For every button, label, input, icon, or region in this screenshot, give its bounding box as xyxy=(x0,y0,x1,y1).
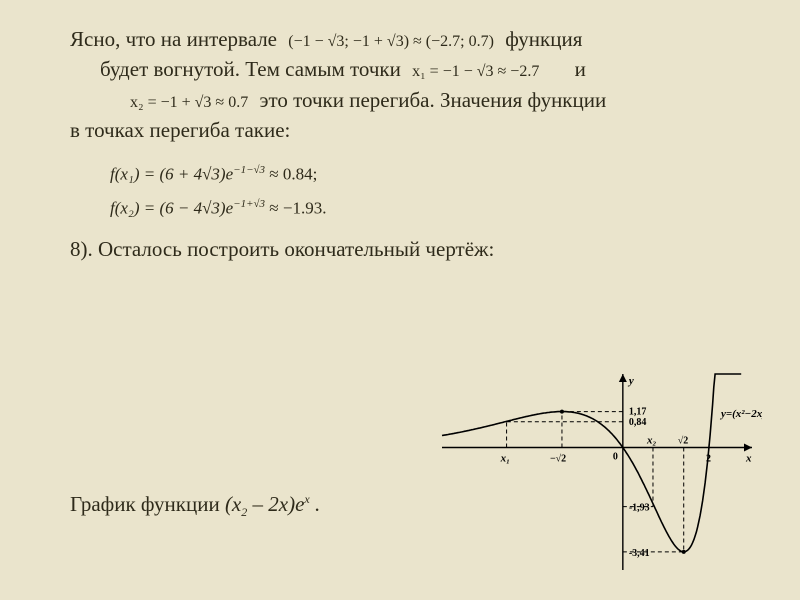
formulas: f(x₁) = (6 + 4√3)e−1−√3 ≈ 0.84; f(x₂) = … xyxy=(110,164,760,219)
text-t2: функция xyxy=(505,27,582,51)
formula-f2: f(x₂) = (6 − 4√3)e−1+√3 ≈ −1.93. xyxy=(110,198,760,219)
svg-text:-3,41: -3,41 xyxy=(629,548,650,559)
f2-exp: −1+√3 xyxy=(233,198,265,210)
math-interval: (−1 − √3; −1 + √3) ≈ (−2.7; 0.7) xyxy=(282,33,500,50)
svg-text:0,84: 0,84 xyxy=(629,417,647,428)
text-t1: Ясно, что на интервале xyxy=(70,27,277,51)
svg-text:−√2: −√2 xyxy=(550,454,566,465)
text-t6: в точках перегиба такие: xyxy=(70,118,290,142)
caption-post: . xyxy=(310,492,321,516)
caption-mid: – 2x)e xyxy=(247,492,304,516)
formula-f1: f(x₁) = (6 + 4√3)e−1−√3 ≈ 0.84; xyxy=(110,164,760,185)
svg-text:y: y xyxy=(627,375,634,387)
svg-text:x₂: x₂ xyxy=(646,435,657,447)
svg-text:x: x xyxy=(745,453,752,465)
text-t4: и xyxy=(551,57,586,81)
f1-exp: −1−√3 xyxy=(233,164,265,176)
chart-svg: yx02−√2√2x₁x₂1,170,84-1,93-3,41y=(x²−2x)… xyxy=(432,362,762,582)
text-t5: это точки перегиба. Значения функции xyxy=(259,88,606,112)
f1-lhs: f(x₁) = (6 + 4√3)e xyxy=(110,164,233,183)
graph-caption: График функции (x2 – 2x)ex . xyxy=(70,492,320,520)
math-x1: x₁ = −1 − √3 ≈ −2.7 xyxy=(406,63,545,80)
f1-rhs: ≈ 0.84; xyxy=(265,164,317,183)
f2-rhs: ≈ −1.93. xyxy=(265,199,326,218)
svg-text:0: 0 xyxy=(613,452,618,463)
text-t3: будет вогнутой. Тем самым точки xyxy=(100,57,401,81)
svg-text:2: 2 xyxy=(706,454,711,465)
function-chart: yx02−√2√2x₁x₂1,170,84-1,93-3,41y=(x²−2x)… xyxy=(432,362,762,582)
svg-text:x₁: x₁ xyxy=(500,453,510,465)
svg-text:√2: √2 xyxy=(678,436,689,447)
svg-text:y=(x²−2x)eˣ: y=(x²−2x)eˣ xyxy=(719,408,762,420)
paragraph-1: Ясно, что на интервале (−1 − √3; −1 + √3… xyxy=(70,24,760,146)
caption-pre: График функции xyxy=(70,492,225,516)
f2-lhs: f(x₂) = (6 − 4√3)e xyxy=(110,199,233,218)
step-8: 8). Осталось построить окончательный чер… xyxy=(70,237,760,262)
svg-text:-1,93: -1,93 xyxy=(629,503,650,514)
caption-expr-open: (x xyxy=(225,492,241,516)
math-x2: x₂ = −1 + √3 ≈ 0.7 xyxy=(80,94,254,111)
